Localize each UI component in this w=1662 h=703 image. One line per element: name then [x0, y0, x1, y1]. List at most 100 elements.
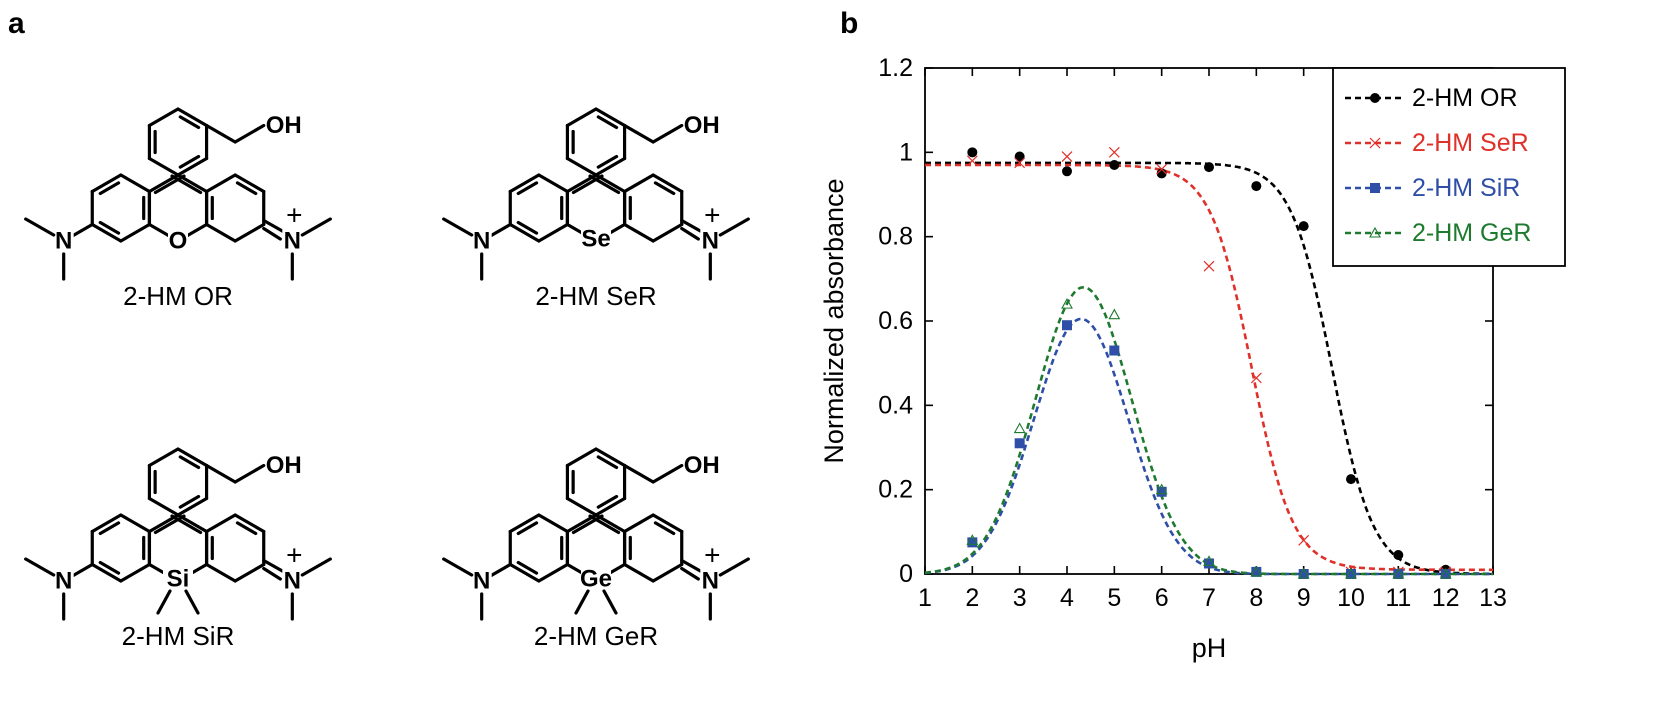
- bond: [594, 447, 627, 468]
- bond: [176, 496, 209, 517]
- bond: [176, 447, 209, 468]
- label-background: [471, 229, 492, 253]
- charge-label: +: [286, 540, 302, 571]
- legend-marker-2-hm-or: [1370, 93, 1380, 103]
- methyl-bond: [602, 589, 618, 615]
- nitrogen-right-label: N: [702, 228, 719, 255]
- double-bond: [178, 455, 201, 470]
- hydroxyl-label: OH: [684, 452, 720, 479]
- hydroxyl-label: OH: [684, 112, 720, 139]
- data-point-2-hm-ser: [1203, 260, 1215, 272]
- data-point-2-hm-or: [1298, 221, 1309, 232]
- x-tick-label: 13: [1479, 584, 1507, 612]
- bond: [508, 222, 541, 243]
- data-point-2-hm-ger: [1108, 308, 1121, 320]
- legend-marker-2-hm-ser: [1369, 137, 1381, 149]
- double-bond: [98, 220, 121, 235]
- methyl-bond: [24, 217, 56, 237]
- bond: [153, 174, 186, 195]
- data-point-2-hm-ger: [1013, 422, 1026, 434]
- x-tick-label: 4: [1060, 584, 1074, 612]
- iminium-bond: [262, 566, 282, 581]
- double-bond: [516, 560, 539, 575]
- label-background: [282, 229, 303, 253]
- heteroatom-label: Ge: [580, 566, 612, 593]
- nitrogen-left-label: N: [473, 228, 490, 255]
- bond: [90, 562, 123, 583]
- x-tick-label: 5: [1107, 584, 1121, 612]
- double-bond: [596, 455, 619, 470]
- heteroatom-label: Se: [581, 226, 610, 253]
- x-tick-label: 1: [918, 584, 932, 612]
- y-tick-label: 0.2: [878, 476, 913, 504]
- x-tick-label: 10: [1337, 584, 1365, 612]
- marker-stroke: [1298, 534, 1310, 546]
- double-bond: [98, 181, 121, 196]
- methyl-bond: [300, 557, 332, 577]
- bond: [147, 447, 180, 468]
- x-tick-label: 12: [1432, 584, 1460, 612]
- methyl-bond: [718, 557, 750, 577]
- label-background: [53, 229, 74, 253]
- data-point-2-hm-or: [1109, 159, 1120, 170]
- data-point-2-hm-sir: [1014, 438, 1025, 449]
- panel-letter-b: b: [840, 7, 858, 40]
- marker-stroke: [1061, 151, 1073, 162]
- bond: [147, 156, 180, 177]
- data-point-2-hm-sir: [1440, 569, 1451, 579]
- marker-stroke: [1250, 372, 1262, 384]
- double-bond: [178, 494, 201, 509]
- charge-label: +: [704, 200, 720, 231]
- iminium-bond: [680, 226, 700, 241]
- bond: [90, 173, 123, 194]
- y-tick-label: 0.4: [878, 391, 913, 419]
- data-point-2-hm-ser: [1061, 151, 1073, 162]
- data-point-2-hm-ser: [1156, 163, 1168, 175]
- fit-curve-2-hm-ser: [925, 163, 1493, 572]
- x-tick-label: 3: [1013, 584, 1027, 612]
- nitrogen-right-label: N: [702, 568, 719, 595]
- bond: [622, 173, 655, 194]
- data-point-2-hm-sir: [1156, 486, 1167, 497]
- data-point-2-hm-ser: [1250, 372, 1262, 384]
- panel-letter-a: a: [8, 7, 25, 40]
- charge-label: +: [704, 540, 720, 571]
- data-point-2-hm-ger: [1155, 483, 1168, 495]
- compound-label: 2-HM SeR: [535, 281, 656, 311]
- bond: [651, 123, 684, 144]
- bond: [565, 156, 598, 177]
- nitrogen-left-label: N: [473, 568, 490, 595]
- legend-marker-2-hm-sir: [1370, 183, 1380, 193]
- legend-label-2-hm-sir: 2-HM SiR: [1412, 174, 1520, 202]
- bond: [119, 513, 152, 534]
- data-point-2-hm-sir: [1204, 558, 1214, 569]
- methyl-bond: [24, 557, 56, 577]
- bond: [508, 173, 541, 194]
- methyl-bond: [442, 557, 474, 577]
- bond: [233, 123, 266, 144]
- data-point-2-hm-ser: [966, 155, 978, 167]
- label-background: [581, 229, 611, 253]
- methyl-bond: [184, 589, 200, 615]
- label-background: [581, 569, 611, 593]
- double-bond: [596, 115, 619, 130]
- data-point-2-hm-ger: [1297, 567, 1310, 579]
- bond: [594, 107, 627, 128]
- label-background: [471, 569, 492, 593]
- y-tick-label: 0: [899, 560, 913, 588]
- bond: [508, 562, 541, 583]
- data-point-2-hm-or: [1062, 166, 1072, 177]
- bond: [594, 496, 627, 517]
- marker-stroke: [1108, 146, 1120, 158]
- data-point-2-hm-ser: [1298, 534, 1310, 546]
- data-point-2-hm-ger: [1203, 555, 1215, 566]
- bond: [204, 513, 237, 534]
- iminium-bond: [680, 218, 702, 233]
- fit-curve-2-hm-ger: [924, 285, 1493, 576]
- bond: [537, 222, 570, 243]
- bond: [508, 513, 541, 534]
- bond: [571, 514, 604, 535]
